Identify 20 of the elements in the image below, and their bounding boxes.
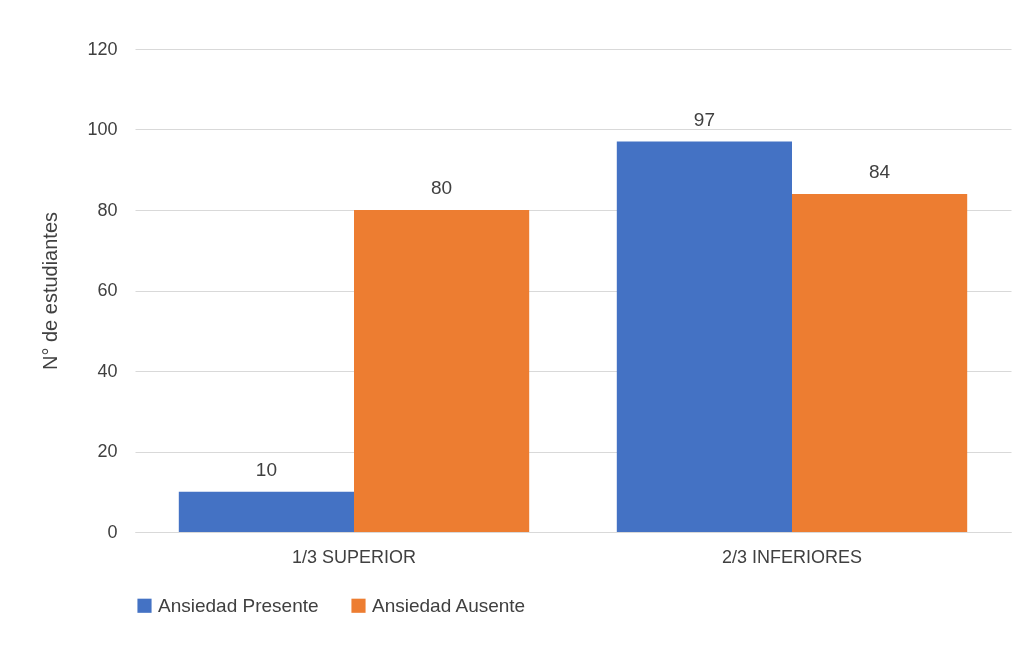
data-label: 10: [255, 458, 277, 480]
bar: [178, 491, 354, 532]
x-tick-label: 1/3 SUPERIOR: [291, 546, 417, 567]
bar: [792, 193, 968, 532]
data-label: 84: [869, 160, 891, 182]
y-tick-label: 0: [107, 521, 118, 542]
data-label: 80: [431, 177, 453, 198]
y-tick-label: 100: [87, 119, 118, 139]
y-axis-title: N° de estudiantes: [39, 211, 62, 371]
y-tick-label: 40: [97, 360, 118, 381]
data-label: 97: [693, 108, 715, 130]
legend-label: Ansiedad Presente: [158, 594, 319, 616]
y-tick-label: 60: [97, 280, 118, 300]
y-tick-label: 20: [97, 441, 118, 461]
bar: [616, 141, 792, 532]
y-tick-label: 120: [87, 38, 118, 59]
bar: [354, 210, 530, 532]
x-tick-label: 2/3 INFERIORES: [721, 546, 863, 567]
legend-label: Ansiedad Ausente: [372, 594, 526, 616]
y-tick-label: 80: [97, 199, 118, 220]
